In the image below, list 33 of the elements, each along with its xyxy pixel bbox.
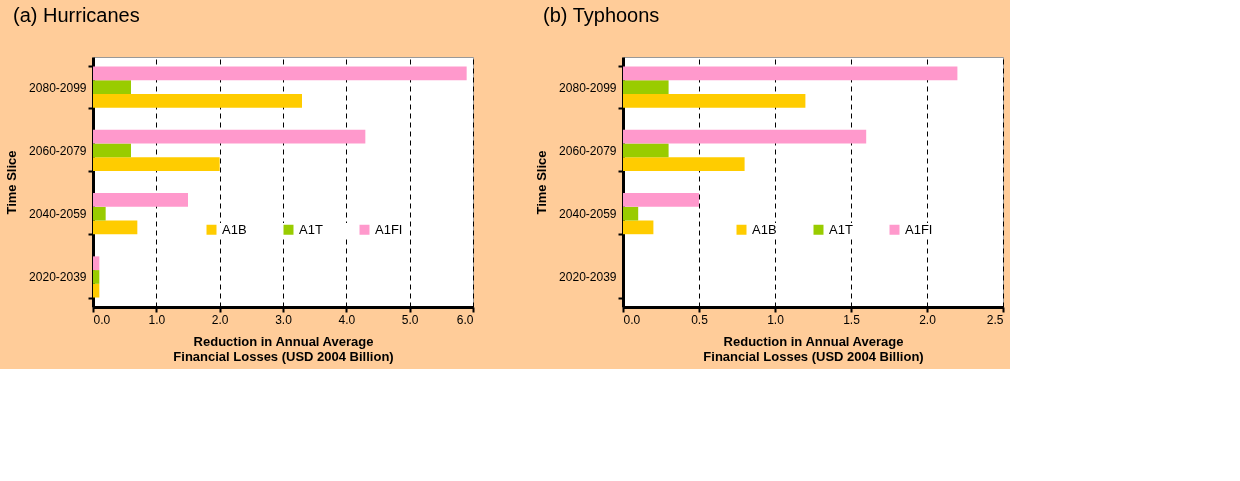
y-tick-label: 2080-2099 — [559, 80, 617, 95]
y-tick-label: 2020-2039 — [29, 270, 87, 285]
x-tick-label: 1.5 — [843, 312, 861, 327]
y-axis-title: Time Slice — [534, 150, 550, 215]
y-tick-label: 2040-2059 — [29, 207, 87, 222]
y-tick-label: 2060-2079 — [559, 143, 617, 158]
y-axis-title: Time Slice — [4, 150, 20, 215]
x-tick-label: 5.0 — [401, 312, 419, 327]
x-tick-label: 2.5 — [986, 312, 1004, 327]
x-tick-label: 2.0 — [919, 312, 937, 327]
legend-label: A1B — [222, 221, 247, 237]
x-tick-label: 0.0 — [623, 312, 641, 327]
x-tick-label: 2.0 — [211, 312, 229, 327]
y-tick-label: 2060-2079 — [29, 143, 87, 158]
x-axis-title: Reduction in Annual Average Financial Losses (USD 2004 Billion) — [173, 333, 394, 364]
x-tick-label: 0.0 — [93, 312, 111, 327]
y-tick-label: 2020-2039 — [559, 270, 617, 285]
legend-label: A1T — [299, 221, 323, 237]
x-axis-title: Reduction in Annual Average Financial Losses (USD 2004 Billion) — [703, 333, 924, 364]
x-tick-label: 3.0 — [275, 312, 293, 327]
chart-title: (b) Typhoons — [543, 4, 660, 26]
y-tick-label: 2080-2099 — [29, 80, 87, 95]
x-tick-label: 1.0 — [767, 312, 785, 327]
legend-label: A1T — [829, 221, 853, 237]
y-tick-label: 2040-2059 — [559, 207, 617, 222]
x-tick-label: 4.0 — [338, 312, 356, 327]
x-tick-label: 6.0 — [456, 312, 474, 327]
legend-label: A1B — [752, 221, 777, 237]
x-tick-label: 0.5 — [691, 312, 709, 327]
chart-title: (a) Hurricanes — [13, 4, 140, 26]
x-tick-label: 1.0 — [148, 312, 166, 327]
legend-label: A1FI — [375, 221, 403, 237]
legend-label: A1FI — [905, 221, 933, 237]
